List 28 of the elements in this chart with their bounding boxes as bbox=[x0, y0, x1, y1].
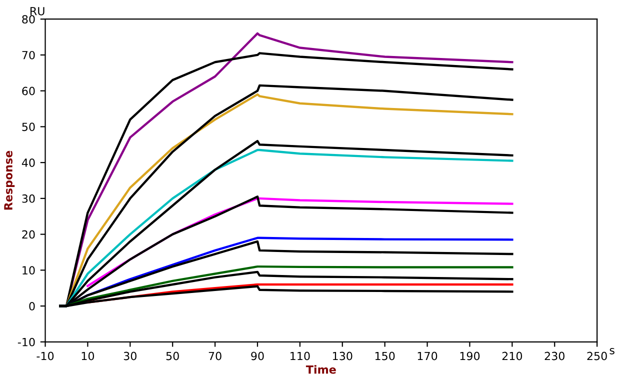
y-tick-label: 70 bbox=[22, 50, 35, 60]
y-tick-label: 40 bbox=[22, 158, 35, 167]
y-tick-label: 0 bbox=[29, 302, 35, 310]
y-tick-label: 20 bbox=[22, 230, 35, 239]
y-tick-label: 50 bbox=[22, 122, 35, 132]
x-tick-label: 50 bbox=[166, 352, 179, 360]
x-tick-label: 250 bbox=[587, 352, 607, 360]
text: s bbox=[610, 348, 614, 354]
x-tick-label: 130 bbox=[333, 352, 352, 360]
y-tick-label: -10 bbox=[18, 338, 35, 346]
x-tick-label: 170 bbox=[418, 352, 438, 360]
x-tick-label: -10 bbox=[36, 352, 54, 360]
x-tick-label: 190 bbox=[460, 352, 480, 360]
x-tick-label: 110 bbox=[290, 352, 310, 360]
text: RU bbox=[30, 7, 44, 16]
y-axis-title: Response bbox=[4, 150, 15, 210]
x-tick-label: 90 bbox=[251, 352, 264, 360]
y-tick-label: 80 bbox=[22, 15, 35, 24]
y-tick-label: 30 bbox=[22, 194, 35, 203]
x-tick-label: 30 bbox=[124, 352, 136, 360]
x-tick-label: 10 bbox=[82, 352, 94, 360]
x-tick-label: 210 bbox=[502, 352, 522, 360]
x-tick-label: 70 bbox=[208, 352, 222, 360]
x-tick-label: 150 bbox=[375, 352, 395, 360]
y-tick-label: 10 bbox=[22, 266, 35, 275]
y-tick-label: 60 bbox=[22, 86, 35, 96]
x-axis-title: Time bbox=[306, 365, 336, 374]
x-tick-label: 230 bbox=[544, 352, 564, 360]
